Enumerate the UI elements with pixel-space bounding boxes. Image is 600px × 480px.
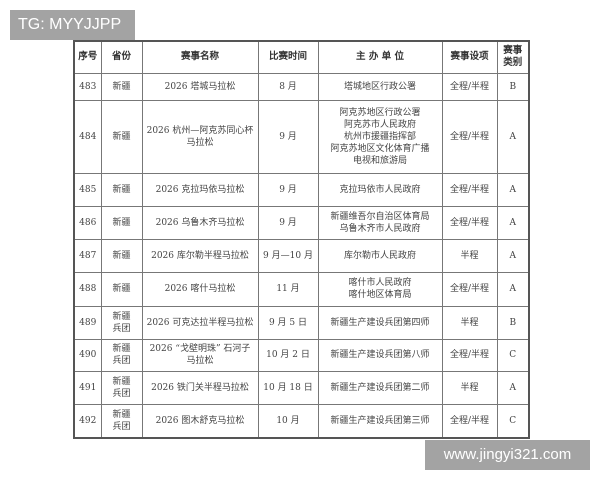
cell-level: C <box>496 338 530 372</box>
cell-date: 10 月 18 日 <box>257 370 319 405</box>
table-row: 487 新疆 2026 库尔勒半程马拉松 9 月—10 月库尔勒市人民政府 半程 A <box>73 238 530 273</box>
cell-level: A <box>496 205 530 240</box>
cell-event-name: 2026 乌鲁木齐马拉松 <box>141 205 259 240</box>
header-event-name: 赛事名称 <box>141 40 259 74</box>
cell-date: 9 月—10 月 <box>257 238 319 273</box>
header-category: 赛事设项 <box>441 40 498 74</box>
cell-event-name: 2026 图木舒克马拉松 <box>141 403 259 439</box>
cell-province: 新疆 <box>100 205 143 240</box>
cell-event-name: 2026 塔城马拉松 <box>141 72 259 101</box>
cell-category: 半程 <box>441 305 498 340</box>
cell-organizer: 库尔勒市人民政府 <box>317 238 443 273</box>
cell-category: 全程/半程 <box>441 99 498 174</box>
cell-level: A <box>496 271 530 307</box>
cell-category: 全程/半程 <box>441 403 498 439</box>
cell-date: 11 月 <box>257 271 319 307</box>
cell-event-name: 2026 “戈壁明珠” 石河子 马拉松 <box>141 338 259 372</box>
table-row: 489 新疆 兵团 2026 可克达拉半程马拉松 9 月 5 日新疆生产建设兵团第四师… <box>73 305 530 340</box>
cell-province: 新疆 <box>100 72 143 101</box>
cell-index: 491 <box>73 370 102 405</box>
cell-level: B <box>496 72 530 101</box>
cell-index: 490 <box>73 338 102 372</box>
header-organizer: 主 办 单 位 <box>317 40 443 74</box>
cell-level: A <box>496 370 530 405</box>
cell-province: 新疆 <box>100 99 143 174</box>
cell-organizer: 喀什市人民政府 喀什地区体育局 <box>317 271 443 307</box>
cell-province: 新疆 兵团 <box>100 403 143 439</box>
table-row: 488 新疆 2026 喀什马拉松 11 月喀什市人民政府 喀什地区体育局 全程/半程 A <box>73 271 530 307</box>
table-row: 485 新疆 2026 克拉玛依马拉松 9 月克拉玛依市人民政府 全程/半程 A <box>73 172 530 207</box>
cell-index: 488 <box>73 271 102 307</box>
table-row: 483 新疆 2026 塔城马拉松 8 月塔城地区行政公署 全程/半程 B <box>73 72 530 101</box>
cell-event-name: 2026 杭州—阿克苏同心杯 马拉松 <box>141 99 259 174</box>
cell-event-name: 2026 克拉玛依马拉松 <box>141 172 259 207</box>
cell-organizer: 新疆生产建设兵团第三师 <box>317 403 443 439</box>
cell-index: 489 <box>73 305 102 340</box>
table-row: 492 新疆 兵团 2026 图木舒克马拉松 10 月新疆生产建设兵团第三师 全程/半程… <box>73 403 530 439</box>
header-level: 赛事 类别 <box>496 40 530 74</box>
cell-event-name: 2026 铁门关半程马拉松 <box>141 370 259 405</box>
cell-date: 9 月 <box>257 205 319 240</box>
cell-date: 10 月 <box>257 403 319 439</box>
cell-event-name: 2026 库尔勒半程马拉松 <box>141 238 259 273</box>
cell-province: 新疆 兵团 <box>100 338 143 372</box>
header-date: 比赛时间 <box>257 40 319 74</box>
cell-level: A <box>496 238 530 273</box>
cell-date: 9 月 <box>257 99 319 174</box>
cell-event-name: 2026 可克达拉半程马拉松 <box>141 305 259 340</box>
header-province: 省份 <box>100 40 143 74</box>
watermark-bottom: www.jingyi321.com <box>425 440 590 470</box>
cell-category: 全程/半程 <box>441 205 498 240</box>
cell-level: B <box>496 305 530 340</box>
cell-province: 新疆 兵团 <box>100 305 143 340</box>
cell-category: 半程 <box>441 370 498 405</box>
cell-organizer: 克拉玛依市人民政府 <box>317 172 443 207</box>
marathon-table: 序号 省份 赛事名称 比赛时间主 办 单 位赛事设项 赛事 类别 483 新疆 2026 塔… <box>73 40 530 439</box>
cell-level: C <box>496 403 530 439</box>
cell-province: 新疆 <box>100 238 143 273</box>
watermark-top: TG: MYYJJPP <box>10 10 135 40</box>
cell-province: 新疆 兵团 <box>100 370 143 405</box>
table-row: 486 新疆 2026 乌鲁木齐马拉松 9 月新疆维吾尔自治区体育局 乌鲁木齐市人民政… <box>73 205 530 240</box>
cell-index: 492 <box>73 403 102 439</box>
cell-date: 9 月 5 日 <box>257 305 319 340</box>
cell-event-name: 2026 喀什马拉松 <box>141 271 259 307</box>
table-row: 491 新疆 兵团 2026 铁门关半程马拉松 10 月 18 日新疆生产建设兵团第二… <box>73 370 530 405</box>
cell-level: A <box>496 172 530 207</box>
cell-category: 全程/半程 <box>441 338 498 372</box>
cell-date: 9 月 <box>257 172 319 207</box>
cell-date: 10 月 2 日 <box>257 338 319 372</box>
cell-index: 483 <box>73 72 102 101</box>
cell-category: 半程 <box>441 238 498 273</box>
cell-organizer: 新疆生产建设兵团第八师 <box>317 338 443 372</box>
cell-province: 新疆 <box>100 172 143 207</box>
cell-category: 全程/半程 <box>441 72 498 101</box>
cell-level: A <box>496 99 530 174</box>
cell-organizer: 阿克苏地区行政公署 阿克苏市人民政府 杭州市援疆指挥部 阿克苏地区文化体育广播 … <box>317 99 443 174</box>
cell-date: 8 月 <box>257 72 319 101</box>
cell-category: 全程/半程 <box>441 271 498 307</box>
cell-organizer: 新疆生产建设兵团第四师 <box>317 305 443 340</box>
cell-index: 484 <box>73 99 102 174</box>
header-row: 序号 省份 赛事名称 比赛时间主 办 单 位赛事设项 赛事 类别 <box>73 40 530 74</box>
cell-index: 486 <box>73 205 102 240</box>
cell-index: 485 <box>73 172 102 207</box>
cell-category: 全程/半程 <box>441 172 498 207</box>
header-index: 序号 <box>73 40 102 74</box>
table-row: 484 新疆 2026 杭州—阿克苏同心杯 马拉松 9 月阿克苏地区行政公署 阿克苏市… <box>73 99 530 174</box>
cell-index: 487 <box>73 238 102 273</box>
cell-province: 新疆 <box>100 271 143 307</box>
cell-organizer: 新疆维吾尔自治区体育局 乌鲁木齐市人民政府 <box>317 205 443 240</box>
table-row: 490 新疆 兵团 2026 “戈壁明珠” 石河子 马拉松 10 月 2 日新疆生产建… <box>73 338 530 372</box>
cell-organizer: 新疆生产建设兵团第二师 <box>317 370 443 405</box>
cell-organizer: 塔城地区行政公署 <box>317 72 443 101</box>
